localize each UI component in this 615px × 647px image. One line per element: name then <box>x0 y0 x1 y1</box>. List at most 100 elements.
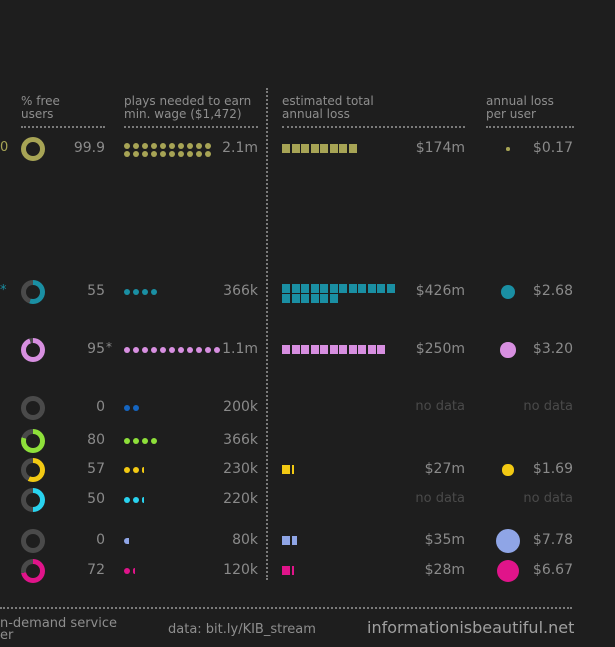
per-user-value: $3.20 <box>532 341 573 357</box>
plays-dot <box>133 405 139 411</box>
loss-square <box>301 345 309 354</box>
plays-dot <box>133 497 139 503</box>
loss-square <box>367 345 376 354</box>
total-loss-value: no data <box>415 399 465 414</box>
plays-dot <box>151 347 157 353</box>
loss-square <box>291 566 294 575</box>
loss-square <box>282 536 290 545</box>
header-pct-free: % free users <box>21 94 60 121</box>
loss-square <box>310 345 319 354</box>
per-user-dot <box>500 284 516 300</box>
loss-square <box>348 345 357 354</box>
total-loss-value: $426m <box>415 283 465 299</box>
plays-dot <box>124 497 130 503</box>
loss-square <box>301 144 309 153</box>
percent-free-value: 80 <box>87 432 105 448</box>
percent-free-value: 55 <box>87 283 105 299</box>
percent-free-ring <box>21 458 45 482</box>
plays-needed-value: 80k <box>232 532 258 548</box>
per-user-dot <box>502 464 514 476</box>
plays-dot <box>133 289 139 295</box>
plays-needed-value: 1.1m <box>222 341 258 357</box>
column-divider <box>266 88 268 580</box>
plays-needed-value: 230k <box>223 461 258 477</box>
loss-square <box>329 284 338 293</box>
loss-square <box>358 284 366 293</box>
per-user-value: $1.69 <box>532 461 573 477</box>
plays-dot <box>196 143 202 149</box>
loss-square <box>320 144 328 153</box>
loss-square <box>320 284 328 293</box>
per-user-value: no data <box>523 399 573 414</box>
header-underline-pct <box>21 126 105 128</box>
loss-square <box>339 345 347 354</box>
plays-dot <box>133 467 139 473</box>
header-underline-total <box>282 126 465 128</box>
loss-square <box>282 345 290 354</box>
plays-dot <box>160 151 166 157</box>
plays-dot <box>124 151 130 157</box>
loss-square <box>310 294 319 303</box>
plays-dot <box>124 289 130 295</box>
brand-logo: informationisbeautiful.net <box>367 618 575 637</box>
loss-square <box>339 284 347 293</box>
loss-square <box>301 284 309 293</box>
per-user-value: $6.67 <box>532 562 573 578</box>
percent-free-ring <box>21 429 45 453</box>
plays-dot <box>124 467 130 473</box>
per-user-value: $7.78 <box>532 532 573 548</box>
plays-dot <box>133 143 139 149</box>
per-user-value: $2.68 <box>532 283 573 299</box>
percent-free-ring <box>21 280 45 304</box>
per-user-value: no data <box>523 491 573 506</box>
plays-needed-value: 120k <box>223 562 258 578</box>
loss-square <box>282 284 290 293</box>
loss-square <box>291 465 294 474</box>
total-loss-value: $28m <box>424 562 465 578</box>
plays-dot <box>178 151 184 157</box>
plays-dot <box>160 347 166 353</box>
plays-dot <box>151 143 157 149</box>
loss-square <box>377 284 385 293</box>
loss-square <box>367 284 376 293</box>
header-underline-plays <box>124 126 258 128</box>
loss-square <box>329 144 338 153</box>
plays-needed-value: 200k <box>223 399 258 415</box>
plays-dot <box>133 438 139 444</box>
loss-square <box>291 294 300 303</box>
plays-dot <box>133 151 139 157</box>
row-edge-marker: 0 <box>0 140 9 155</box>
percent-free-value: 95 <box>87 341 105 357</box>
plays-dot <box>196 151 202 157</box>
plays-dot <box>187 347 193 353</box>
footer-left-text: n-demand service er <box>0 616 117 643</box>
plays-dot <box>133 347 139 353</box>
plays-dot <box>124 143 130 149</box>
total-loss-value: no data <box>415 491 465 506</box>
plays-dot <box>151 438 157 444</box>
plays-dot <box>178 143 184 149</box>
loss-square <box>310 144 319 153</box>
percent-free-ring <box>21 488 45 512</box>
plays-dot <box>142 467 144 473</box>
loss-square <box>348 284 357 293</box>
header-underline-per-user <box>486 126 574 128</box>
plays-dot <box>169 347 175 353</box>
total-loss-value: $35m <box>424 532 465 548</box>
percent-free-value: 50 <box>87 491 105 507</box>
total-loss-value: $250m <box>415 341 465 357</box>
plays-dot <box>142 289 148 295</box>
header-plays-needed: plays needed to earn min. wage ($1,472) <box>124 94 252 121</box>
plays-dot <box>124 347 130 353</box>
loss-square <box>291 144 300 153</box>
loss-square <box>386 284 395 293</box>
percent-free-ring <box>21 396 45 420</box>
plays-dot <box>124 438 130 444</box>
percent-footnote-marker: * <box>106 340 112 354</box>
header-per-user: annual loss per user <box>486 94 554 121</box>
plays-dot <box>169 143 175 149</box>
loss-square <box>291 284 300 293</box>
plays-dot <box>133 568 135 574</box>
percent-free-value: 0 <box>96 399 105 415</box>
plays-dot <box>124 568 130 574</box>
